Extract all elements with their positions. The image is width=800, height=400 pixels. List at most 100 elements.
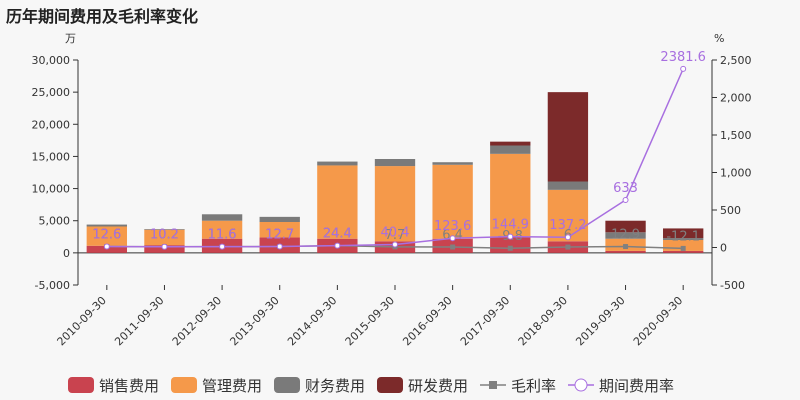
bar-segment: [663, 238, 704, 240]
legend-label: 管理费用: [202, 377, 262, 395]
bar-segment: [490, 153, 531, 238]
data-label: 633: [613, 181, 638, 196]
bar-segment: [547, 92, 589, 182]
chart-title: 历年期间费用及毛利率变化: [6, 7, 199, 26]
legend-label: 毛利率: [511, 377, 556, 395]
bar-segment: [490, 141, 531, 146]
series-point: [103, 243, 110, 250]
series-point: [507, 245, 513, 251]
y-right-tick-label: -500: [720, 279, 745, 292]
x-tick-label: 2018-09-30: [516, 294, 570, 348]
x-tick-label: 2011-09-30: [112, 294, 166, 348]
legend-label: 期间费用率: [599, 377, 674, 395]
legend-swatch: [68, 377, 94, 393]
series-point: [276, 243, 283, 250]
bar-segment: [490, 145, 531, 154]
y-right-tick-label: 0: [720, 242, 727, 255]
data-label: 24.4: [323, 227, 352, 242]
y-left-tick-label: 5,000: [39, 215, 71, 228]
legend-item: 研发费用: [377, 377, 468, 395]
bar-segment: [374, 159, 416, 167]
legend-marker: [574, 378, 588, 392]
data-label: 123.6: [434, 219, 471, 234]
y-left-tick-label: 0: [63, 247, 70, 260]
legend-label: 研发费用: [408, 377, 468, 395]
legend-item: 期间费用率: [568, 377, 674, 395]
y-right-tick-label: 1,000: [720, 167, 752, 180]
legend-label: 财务费用: [305, 377, 365, 395]
x-tick-label: 2019-09-30: [573, 294, 627, 348]
y-right-tick-label: 2,000: [720, 92, 752, 105]
bar-segment: [144, 229, 185, 246]
y-right-tick-label: 500: [720, 204, 741, 217]
y-right-tick-label: 1,500: [720, 129, 752, 142]
series-point: [161, 243, 168, 250]
data-label: 24.4: [323, 227, 352, 242]
x-tick-label: 2010-09-30: [55, 294, 109, 348]
y-right-tick-label: 2,500: [720, 54, 752, 67]
series-point: [623, 244, 629, 250]
right-axis-unit: %: [714, 32, 724, 45]
x-tick-label: 2014-09-30: [285, 294, 339, 348]
series-point: [392, 241, 398, 248]
bar-segment: [547, 189, 589, 242]
series-point: [622, 197, 629, 204]
x-tick-label: 2017-09-30: [458, 294, 512, 348]
y-left-tick-label: 25,000: [32, 86, 71, 99]
bar-segment: [374, 166, 416, 242]
data-label: 11.6: [208, 228, 237, 243]
x-tick-label: 2015-09-30: [343, 294, 397, 348]
y-left-tick-label: -5,000: [35, 279, 70, 292]
bar-segment: [432, 162, 473, 165]
data-label: 7.7: [385, 228, 406, 243]
bar-segment: [259, 222, 300, 238]
legend-swatch: [274, 377, 300, 393]
series-point: [219, 243, 226, 250]
x-tick-label: 2013-09-30: [227, 294, 281, 348]
bar-segment: [317, 165, 358, 239]
y-left-tick-label: 10,000: [32, 183, 71, 196]
legend-swatch: [171, 377, 197, 393]
data-label: 12.6: [92, 228, 121, 243]
data-label: -12.1: [666, 229, 700, 244]
data-label: 137.2: [549, 218, 586, 233]
series-point: [449, 235, 456, 242]
data-label: 11.6: [208, 228, 237, 243]
y-left-tick-label: 30,000: [32, 54, 71, 67]
series-point: [564, 234, 571, 241]
bar-segment: [663, 240, 704, 251]
x-tick-label: 2012-09-30: [170, 294, 224, 348]
data-label: 10.2: [150, 228, 179, 243]
data-label: 12.6: [92, 228, 121, 243]
bar-segment: [605, 232, 646, 239]
bar-segment: [490, 237, 531, 253]
bar-segment: [259, 216, 300, 222]
bar-segment: [663, 228, 704, 239]
x-tick-label: 2020-09-30: [631, 294, 685, 348]
data-label: 12.7: [265, 228, 294, 243]
data-label: 2381.6: [660, 50, 706, 65]
bar-segment: [432, 164, 473, 239]
legend-item: 销售费用: [68, 377, 159, 395]
bar-segment: [86, 226, 127, 246]
bar-segment: [605, 220, 646, 233]
data-label: 10.2: [150, 228, 179, 243]
y-left-tick-label: 15,000: [32, 150, 71, 163]
bar-segment: [317, 161, 358, 166]
series-point: [450, 244, 456, 250]
series-point: [680, 245, 686, 251]
legend-item: 毛利率: [480, 377, 556, 395]
series-point: [507, 233, 514, 240]
bar-segment: [547, 181, 589, 190]
bar-segment: [201, 220, 243, 239]
series-point: [680, 65, 687, 72]
data-label: 12.7: [265, 228, 294, 243]
data-label: 144.9: [492, 218, 529, 233]
legend-marker: [489, 381, 497, 389]
bar-segment: [663, 250, 704, 253]
data-label: 12.9: [611, 228, 640, 243]
bar-segment: [201, 214, 243, 221]
legend-item: 管理费用: [171, 377, 262, 395]
y-left-tick-label: 20,000: [32, 118, 71, 131]
